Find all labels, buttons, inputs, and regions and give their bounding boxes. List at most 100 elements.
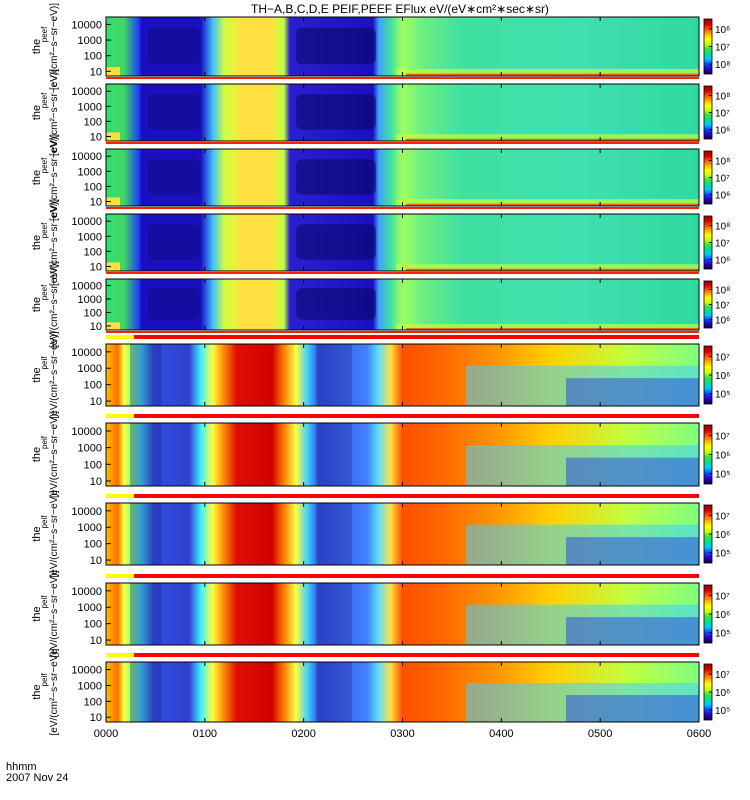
low-flux-region [148, 159, 200, 195]
y-axis-units: [eV/(cm²−s−sr−eV)] [49, 570, 60, 657]
x-tick-label: 0200 [291, 728, 315, 740]
low-flux-region [316, 662, 352, 722]
y-tick-label: 10 [90, 635, 102, 647]
heatmap-peef_e [106, 279, 699, 330]
low-flux-region [130, 583, 162, 645]
flag-bar-segment [134, 494, 699, 498]
colorbar-tick-label: 10⁷ [715, 591, 730, 602]
flag-bar-segment [106, 494, 134, 498]
low-energy-band [406, 73, 699, 76]
low-flux-region [130, 344, 162, 406]
y-axis-label: the [31, 606, 43, 621]
y-tick-label: 10 [90, 131, 102, 143]
y-tick-label: 10000 [71, 426, 102, 438]
y-tick-label: 100 [84, 116, 102, 128]
y-tick-label: 1000 [78, 522, 102, 534]
colorbar-tick-label: 10⁸ [715, 285, 730, 296]
y-axis-sublabel: peef [40, 26, 49, 42]
x-tick-label: 0600 [687, 728, 711, 740]
flag-bar-segment [106, 335, 134, 339]
heatmap-peef_b [106, 84, 699, 141]
low-energy-band [396, 68, 699, 76]
low-energy-band [406, 203, 699, 206]
colorbar-tick-label: 10⁶ [715, 688, 730, 699]
y-axis-label: the [31, 447, 43, 462]
y-axis-sublabel: peef [40, 284, 49, 300]
y-tick-label: 100 [84, 307, 102, 319]
low-energy-band [396, 264, 699, 271]
low-flux-region [296, 94, 376, 130]
high-energy-tail [566, 617, 699, 645]
y-axis-units: [eV/(cm²−s−sr−eV)] [49, 261, 60, 348]
y-axis-units: [eV/(cm²−s−sr−eV)] [49, 331, 60, 418]
y-tick-label: 1000 [78, 294, 102, 306]
y-tick-label: 1000 [78, 231, 102, 243]
y-tick-label: 100 [84, 459, 102, 471]
x-axis: 0000 0100 0200 0300 0400 0500 0600 [94, 728, 711, 740]
low-flux-region [316, 423, 352, 486]
high-energy-tail [566, 378, 699, 406]
low-energy-band [106, 197, 120, 206]
low-energy-band [106, 322, 120, 330]
y-axis-label: the [31, 684, 43, 699]
y-tick-label: 100 [84, 539, 102, 551]
colorbar-tick-label: 10⁶ [715, 371, 730, 382]
y-axis-sublabel: peif [40, 356, 49, 370]
y-tick-label: 10 [90, 396, 102, 408]
heatmap-peef_a [106, 17, 699, 76]
low-flux-region [296, 224, 376, 260]
colorbar-tick-label: 10⁵ [715, 706, 730, 717]
low-flux-region [316, 503, 352, 565]
date-label: 2007 Nov 24 [6, 772, 68, 784]
y-axis-units: [eV/(cm²−s−sr−eV)] [49, 490, 60, 577]
y-axis-sublabel: peef [40, 222, 49, 238]
colorbar-tick-label: 10⁶ [715, 190, 730, 201]
colorbar-tick-label: 10⁷ [715, 109, 730, 120]
y-tick-label: 10 [90, 476, 102, 488]
y-axis-label: the [31, 297, 43, 312]
y-tick-label: 1000 [78, 602, 102, 614]
colorbar-tick-label: 10⁶ [715, 25, 730, 36]
y-axis-units: [eV/(cm²−s−sr−eV)] [49, 134, 60, 221]
y-tick-label: 10000 [71, 506, 102, 518]
y-tick-label: 10000 [71, 19, 102, 31]
colorbar-tick-label: 10⁸ [715, 157, 730, 168]
colorbar-tick-label: 10⁵ [715, 390, 730, 401]
low-energy-band [396, 134, 699, 141]
colorbar-tick-label: 10⁶ [715, 451, 730, 462]
y-axis-units: [eV/(cm²−s−sr−eV)] [49, 411, 60, 498]
heatmap-peef_d [106, 214, 699, 271]
colorbar-tick-label: 10⁶ [715, 316, 730, 327]
low-flux-region [130, 662, 162, 722]
x-tick-label: 0400 [489, 728, 513, 740]
flag-bar-segment [106, 142, 699, 144]
y-tick-label: 10 [90, 261, 102, 273]
y-tick-label: 100 [84, 619, 102, 631]
y-tick-label: 1000 [78, 35, 102, 47]
y-axis-label: the [31, 39, 43, 54]
y-axis-units: [eV/(cm²−s−sr−eV)] [49, 199, 60, 286]
flag-bar-segment [106, 653, 134, 657]
low-flux-region [296, 159, 376, 195]
colorbar-tick-label: 10⁸ [715, 222, 730, 233]
y-tick-label: 1000 [78, 363, 102, 375]
y-axis-label: the [31, 235, 43, 250]
x-tick-label: 0300 [390, 728, 414, 740]
y-axis-label: the [31, 170, 43, 185]
colorbar-tick-label: 10⁶ [715, 255, 730, 266]
y-tick-label: 10000 [71, 86, 102, 98]
colorbar-tick-label: 10⁶ [715, 125, 730, 136]
low-flux-region [148, 27, 200, 65]
y-axis-label: the [31, 367, 43, 382]
y-tick-label: 10 [90, 555, 102, 567]
colorbar-tick-label: 10⁶ [715, 530, 730, 541]
colorbar-tick-label: 10⁷ [715, 670, 730, 681]
x-tick-label: 0000 [94, 728, 118, 740]
